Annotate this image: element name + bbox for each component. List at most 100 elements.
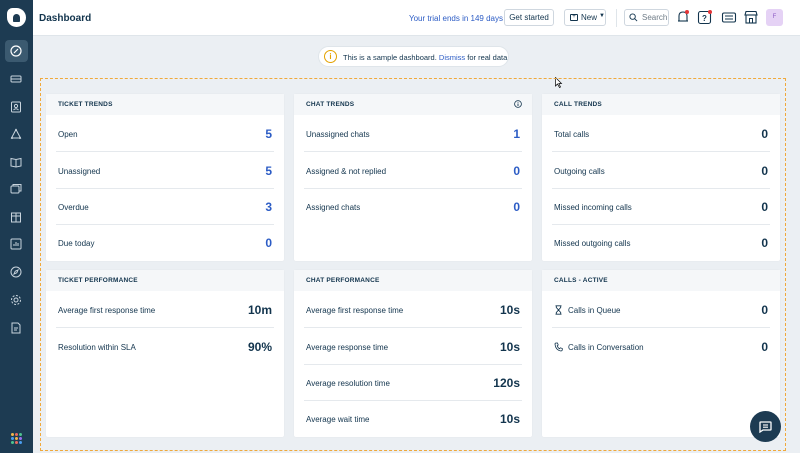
contacts-icon[interactable] — [5, 96, 28, 118]
metric-value: 120s — [493, 376, 520, 390]
bell-icon[interactable] — [675, 9, 691, 26]
metric-row[interactable]: Total calls 0 — [552, 115, 770, 152]
metric-row: Average first response time 10m — [56, 291, 274, 328]
metric-value[interactable]: 1 — [513, 127, 520, 141]
metric-value: 90% — [247, 340, 272, 354]
store-icon[interactable] — [743, 9, 759, 26]
trial-notice[interactable]: Your trial ends in 149 days — [409, 14, 503, 23]
admin-icon[interactable] — [5, 289, 28, 311]
metric-row: Average wait time 10s — [304, 400, 522, 437]
reports-icon[interactable] — [5, 233, 28, 255]
banner-text: This is a sample dashboard. Dismiss for … — [343, 53, 507, 62]
get-started-button[interactable]: Get started — [504, 9, 554, 26]
metric-value: 0 — [761, 303, 768, 317]
chat-trends-card: CHAT TRENDS Unassigned chats 1 Assigned &… — [294, 94, 532, 261]
dashboard-widgets-area — [40, 78, 786, 451]
tickets-icon[interactable] — [5, 68, 28, 90]
metric-row[interactable]: Assigned chats 0 — [304, 188, 522, 225]
metric-row[interactable]: Unassigned chats 1 — [304, 115, 522, 152]
metric-label: Average wait time — [306, 415, 370, 424]
metric-label: Overdue — [58, 203, 89, 212]
card-header: TICKET PERFORMANCE — [46, 270, 284, 291]
metric-row: Average response time 10s — [304, 328, 522, 365]
card-header: CALL TRENDS — [542, 94, 780, 115]
metric-label: Average first response time — [58, 306, 156, 315]
new-button[interactable]: + New ▼ — [564, 9, 606, 26]
metric-value: 0 — [761, 127, 768, 141]
solutions-icon[interactable] — [5, 151, 28, 173]
metric-label: Calls in Queue — [568, 306, 621, 315]
metric-row: Calls in Queue 0 — [552, 291, 770, 328]
metric-label: Resolution within SLA — [58, 343, 136, 352]
discover-icon[interactable] — [5, 261, 28, 283]
metric-value[interactable]: 0 — [265, 236, 272, 250]
metric-label: Outgoing calls — [554, 167, 605, 176]
metric-value[interactable]: 0 — [513, 200, 520, 214]
metric-value: 10s — [499, 412, 520, 426]
chat-widget-button[interactable] — [750, 411, 781, 442]
svg-text:?: ? — [702, 14, 707, 23]
metric-value: 10s — [499, 340, 520, 354]
chevron-down-icon: ▼ — [599, 13, 605, 19]
metric-row[interactable]: Outgoing calls 0 — [552, 152, 770, 189]
metric-value: 0 — [761, 340, 768, 354]
groups-icon[interactable] — [5, 123, 28, 145]
chat-support-icon[interactable] — [721, 9, 737, 26]
metric-row[interactable]: Missed incoming calls 0 — [552, 188, 770, 225]
app-switcher-icon[interactable] — [11, 433, 22, 444]
new-button-label: New — [581, 13, 598, 22]
card-title: TICKET PERFORMANCE — [58, 277, 138, 284]
hourglass-icon — [555, 305, 562, 315]
mouse-cursor-icon — [555, 77, 563, 88]
metric-value[interactable]: 5 — [265, 164, 272, 178]
metric-row[interactable]: Due today 0 — [56, 224, 274, 261]
metric-label: Assigned & not replied — [306, 167, 387, 176]
metric-row[interactable]: Missed outgoing calls 0 — [552, 224, 770, 261]
call-trends-card: CALL TRENDS Total calls 0 Outgoing calls 0… — [542, 94, 780, 261]
avatar[interactable]: F — [766, 9, 783, 26]
info-icon[interactable] — [514, 100, 522, 108]
search-input[interactable]: Search — [624, 9, 669, 26]
document-icon[interactable] — [5, 317, 28, 339]
metric-row[interactable]: Assigned & not replied 0 — [304, 152, 522, 189]
card-title: CALL TRENDS — [554, 101, 602, 108]
forums-icon[interactable] — [5, 178, 28, 200]
metric-value: 10s — [499, 303, 520, 317]
metric-label: Assigned chats — [306, 203, 361, 212]
metric-label: Open — [58, 130, 78, 139]
dashboard-icon[interactable] — [5, 40, 28, 62]
metric-value: 0 — [761, 164, 768, 178]
plus-icon: + — [570, 14, 578, 21]
help-icon[interactable]: ? — [697, 9, 713, 26]
card-header: CHAT TRENDS — [294, 94, 532, 115]
metric-value[interactable]: 5 — [265, 127, 272, 141]
card-title: CHAT PERFORMANCE — [306, 277, 380, 284]
metric-value[interactable]: 3 — [265, 200, 272, 214]
card-header: CHAT PERFORMANCE — [294, 270, 532, 291]
marketplace-icon[interactable] — [5, 206, 28, 228]
card-title: CHAT TRENDS — [306, 101, 355, 108]
sample-dashboard-banner: i This is a sample dashboard. Dismiss fo… — [318, 46, 509, 67]
metric-label: Average response time — [306, 343, 389, 352]
banner-suffix: for real data — [467, 53, 508, 62]
metric-value[interactable]: 0 — [513, 164, 520, 178]
info-warning-icon: i — [324, 50, 337, 63]
metric-row: Average first response time 10s — [304, 291, 522, 328]
ticket-performance-card: TICKET PERFORMANCE Average first respons… — [46, 270, 284, 437]
metric-label: Missed outgoing calls — [554, 239, 631, 248]
metric-value: 0 — [761, 200, 768, 214]
metric-row[interactable]: Overdue 3 — [56, 188, 274, 225]
freshdesk-logo[interactable] — [7, 8, 26, 27]
search-icon — [629, 13, 638, 22]
dismiss-link[interactable]: Dismiss — [438, 53, 466, 62]
metric-row[interactable]: Open 5 — [56, 115, 274, 152]
metric-label: Average first response time — [306, 306, 404, 315]
chat-bubble-icon — [759, 421, 772, 433]
metric-label: Due today — [58, 239, 95, 248]
card-header: CALLS - ACTIVE — [542, 270, 780, 291]
metric-label: Unassigned — [58, 167, 101, 176]
chat-performance-card: CHAT PERFORMANCE Average first response … — [294, 270, 532, 437]
metric-label: Unassigned chats — [306, 130, 370, 139]
metric-row[interactable]: Unassigned 5 — [56, 152, 274, 189]
top-header: Dashboard Your trial ends in 149 days Ge… — [33, 0, 800, 36]
